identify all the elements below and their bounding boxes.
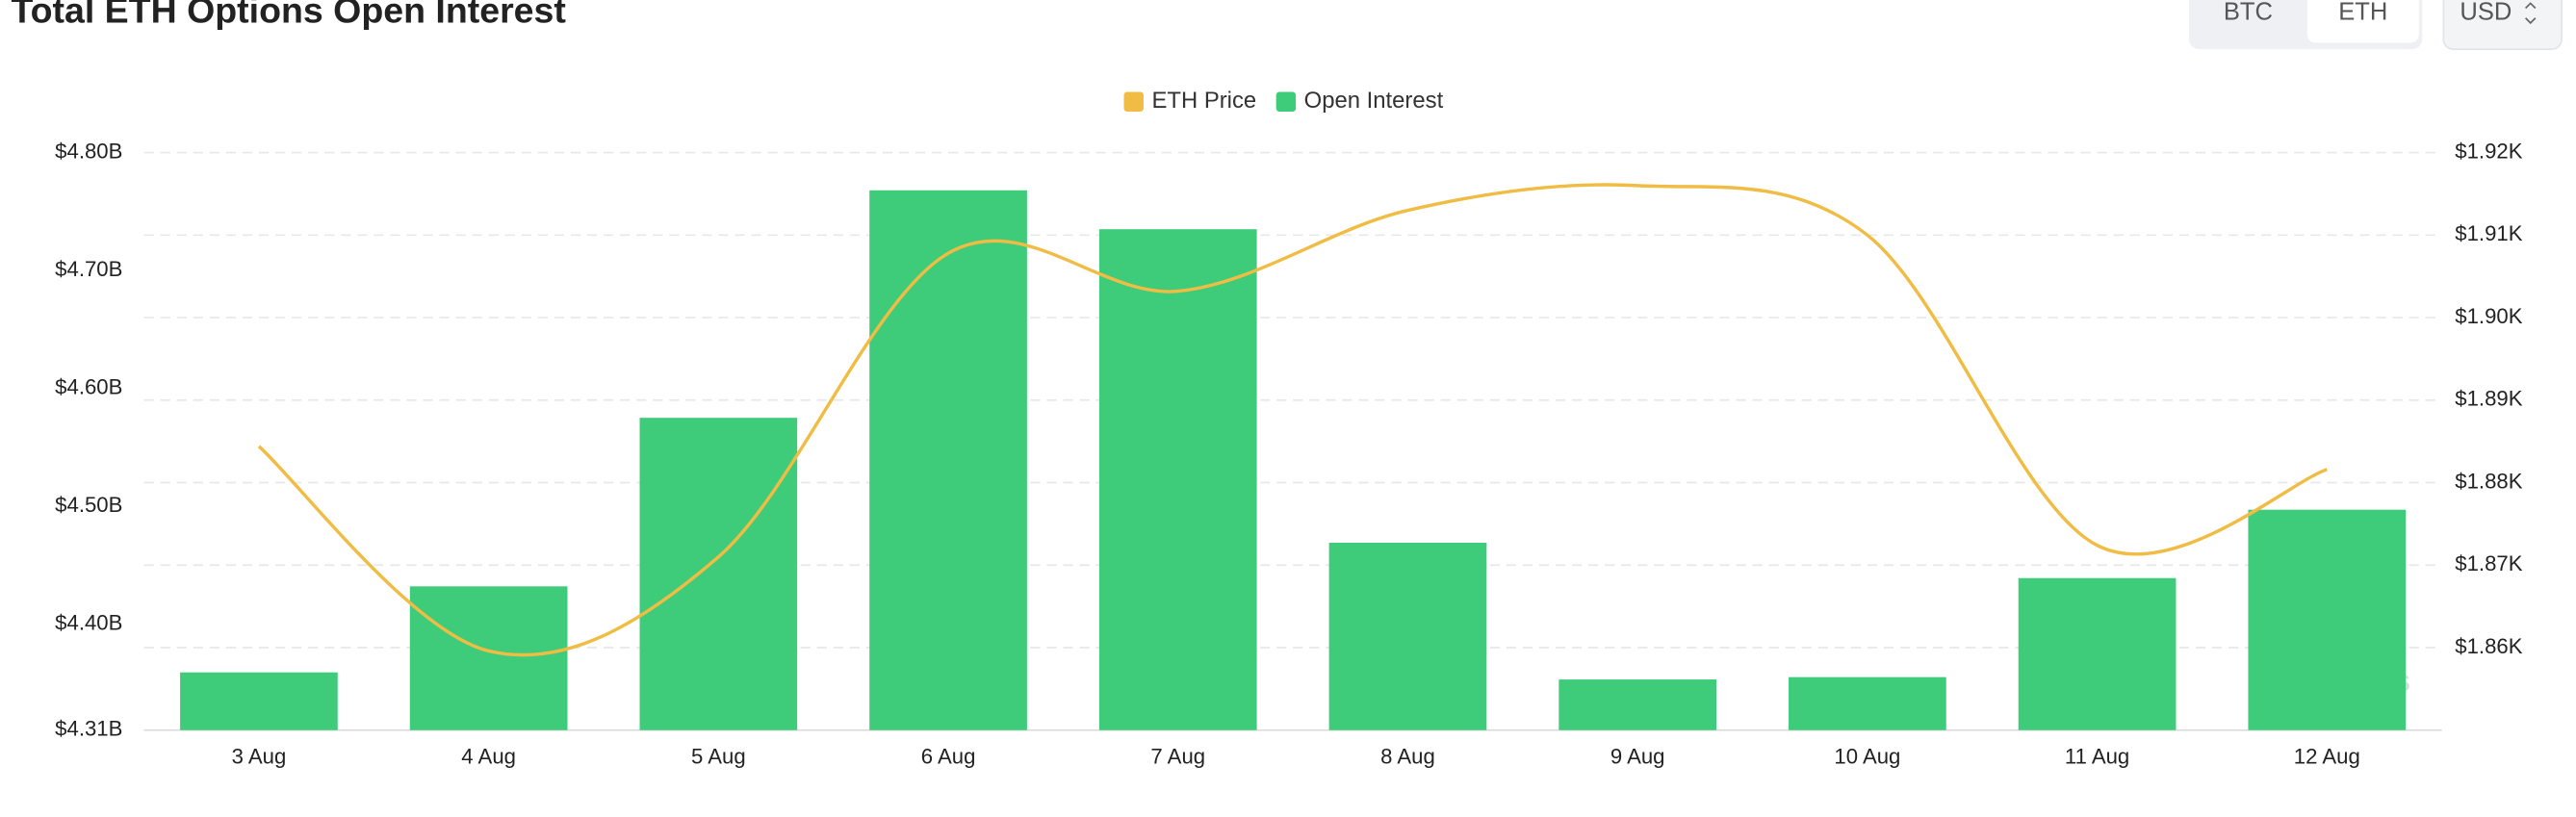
legend-swatch	[1275, 91, 1297, 112]
x-tick-label: 6 Aug	[921, 745, 976, 769]
legend-label: Open Interest	[1304, 88, 1444, 114]
bar	[869, 190, 1027, 730]
bar	[2018, 577, 2177, 730]
legend-label: ETH Price	[1151, 88, 1256, 114]
coin-selected	[2306, 0, 2419, 43]
y-tick-label: $4.60B	[55, 374, 122, 398]
y2-tick-label: $1.88K	[2455, 469, 2522, 493]
y2-tick-label: $1.87K	[2455, 551, 2522, 575]
bar	[1098, 229, 1257, 730]
y2-tick-label: $1.90K	[2455, 304, 2522, 328]
y-tick-label: $4.31B	[55, 717, 122, 741]
x-tick-label: 7 Aug	[1150, 745, 1205, 769]
bar	[1558, 679, 1717, 730]
x-tick-label: 9 Aug	[1610, 745, 1665, 769]
y2-tick-label: $1.86K	[2455, 634, 2522, 658]
bar	[1789, 677, 1946, 730]
y2-tick-label: $1.91K	[2455, 221, 2522, 245]
btc-button[interactable]: BTC	[2224, 0, 2273, 25]
bar	[639, 418, 798, 730]
currency-select[interactable]	[2442, 0, 2563, 51]
bar	[1328, 542, 1487, 730]
y2-tick-label: $1.89K	[2455, 387, 2522, 411]
y-tick-label: $4.40B	[55, 610, 122, 634]
bar	[2248, 509, 2407, 730]
x-tick-label: 11 Aug	[2065, 745, 2129, 769]
y-tick-label: $4.70B	[55, 257, 122, 281]
x-tick-label: 5 Aug	[691, 745, 746, 769]
x-tick-label: 12 Aug	[2294, 745, 2360, 769]
bar	[409, 586, 568, 730]
y-tick-label: $4.50B	[55, 493, 122, 517]
chart-title: Total ETH Options Open Interest	[11, 0, 566, 31]
price-line	[257, 183, 2328, 657]
currency-label: USD	[2460, 0, 2512, 25]
x-tick-label: 10 Aug	[1834, 745, 1900, 769]
y-tick-label: $4.80B	[55, 139, 122, 163]
x-tick-label: 4 Aug	[461, 745, 516, 769]
eth-button[interactable]: ETH	[2338, 0, 2387, 25]
legend-swatch	[1123, 91, 1144, 112]
bar	[180, 672, 338, 730]
x-tick-label: 3 Aug	[232, 745, 287, 769]
x-tick-label: 8 Aug	[1380, 745, 1435, 769]
select-arrows	[2525, 2, 2537, 25]
y2-tick-label: $1.92K	[2455, 139, 2522, 163]
